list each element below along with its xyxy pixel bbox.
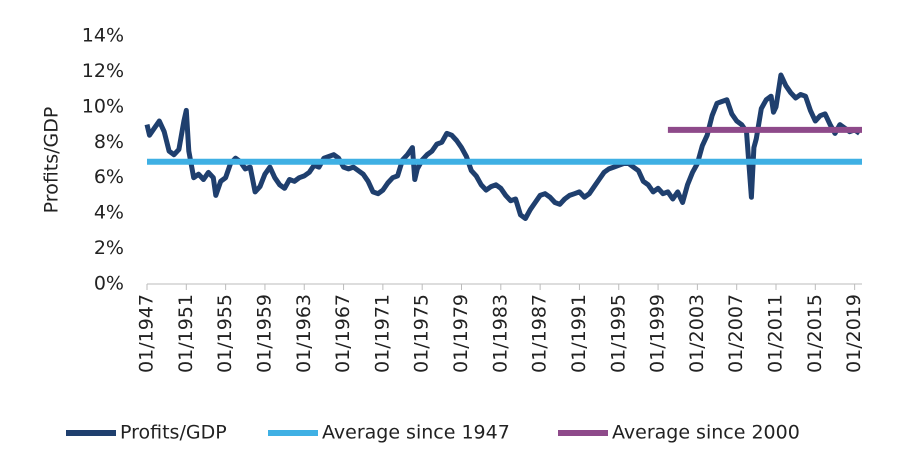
legend-label: Profits/GDP (120, 422, 227, 444)
x-tick-label: 01/2015 (804, 294, 826, 373)
y-tick-label: 12% (82, 60, 124, 82)
legend-label: Average since 1947 (322, 422, 510, 444)
x-tick-label: 01/1979 (450, 294, 472, 373)
y-tick-label: 4% (94, 202, 124, 224)
y-tick-label: 2% (94, 237, 124, 259)
x-tick-label: 01/1987 (529, 294, 551, 373)
y-axis-label: Profits/GDP (41, 107, 63, 214)
series-line (144, 72, 861, 221)
x-tick-label: 01/1983 (489, 294, 511, 373)
y-tick-label: 10% (82, 95, 124, 117)
legend-label: Average since 2000 (612, 422, 800, 444)
x-tick-label: 01/1971 (371, 294, 393, 373)
x-tick-label: 01/1963 (293, 294, 315, 373)
y-tick-label: 6% (94, 166, 124, 188)
x-tick-label: 01/1959 (253, 294, 275, 373)
legend: Profits/GDP Average since 1947 Average s… (66, 422, 800, 444)
x-tick-label: 01/1991 (568, 294, 590, 373)
x-tick-label: 01/2019 (843, 294, 865, 373)
x-tick-label: 01/2007 (725, 294, 747, 373)
x-tick-label: 01/2011 (765, 294, 787, 373)
x-tick-label: 01/1975 (411, 294, 433, 373)
x-tick-label: 01/1967 (332, 294, 354, 373)
y-tick-label: 0% (94, 273, 124, 295)
x-tick-label: 01/1955 (214, 294, 236, 373)
y-tick-label: 14% (82, 25, 124, 47)
x-tick-label: 01/2003 (686, 294, 708, 373)
x-tick-label: 01/1947 (136, 294, 158, 373)
x-tick-label: 01/1995 (607, 294, 629, 373)
x-tick-label: 01/1999 (647, 294, 669, 373)
y-tick-label: 8% (94, 131, 124, 153)
x-tick-label: 01/1951 (175, 294, 197, 373)
